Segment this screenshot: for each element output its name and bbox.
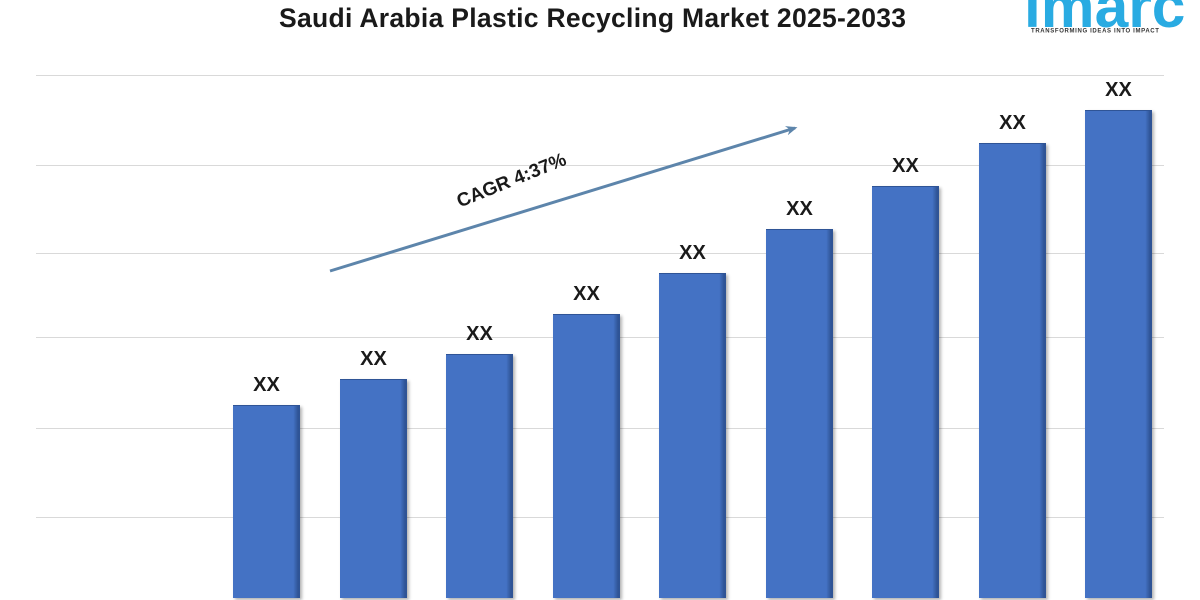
svg-text:imarc: imarc	[1024, 0, 1185, 40]
